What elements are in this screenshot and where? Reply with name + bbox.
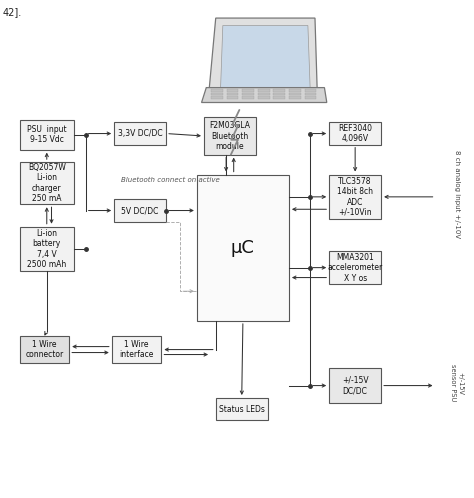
Polygon shape — [273, 89, 285, 92]
FancyBboxPatch shape — [329, 123, 381, 145]
FancyBboxPatch shape — [112, 336, 161, 363]
Text: BQ2057W
Li-ion
charger
250 mA: BQ2057W Li-ion charger 250 mA — [28, 163, 66, 203]
Polygon shape — [227, 89, 238, 92]
Polygon shape — [289, 96, 301, 99]
Polygon shape — [242, 89, 254, 92]
FancyBboxPatch shape — [19, 162, 74, 204]
Text: +/-15V
sensor PSU: +/-15V sensor PSU — [450, 365, 463, 402]
Text: 3,3V DC/DC: 3,3V DC/DC — [118, 129, 163, 138]
Polygon shape — [209, 18, 318, 95]
Polygon shape — [305, 96, 317, 99]
Polygon shape — [220, 25, 310, 91]
Text: +/-15V
DC/DC: +/-15V DC/DC — [342, 376, 368, 395]
Polygon shape — [201, 88, 327, 103]
Text: 1 Wire
connector: 1 Wire connector — [25, 340, 64, 359]
Polygon shape — [273, 93, 285, 95]
Polygon shape — [258, 96, 270, 99]
FancyBboxPatch shape — [19, 120, 74, 150]
FancyBboxPatch shape — [329, 251, 381, 284]
Polygon shape — [227, 96, 238, 99]
Text: TLC3578
14bit 8ch
ADC
+/-10Vin: TLC3578 14bit 8ch ADC +/-10Vin — [337, 177, 373, 217]
FancyBboxPatch shape — [197, 174, 289, 321]
Polygon shape — [242, 96, 254, 99]
FancyBboxPatch shape — [216, 398, 268, 420]
Polygon shape — [211, 96, 223, 99]
Text: Status LEDs: Status LEDs — [219, 405, 264, 414]
Polygon shape — [211, 93, 223, 95]
Polygon shape — [242, 93, 254, 95]
FancyBboxPatch shape — [114, 123, 166, 145]
Text: 42].: 42]. — [3, 6, 22, 16]
Polygon shape — [258, 93, 270, 95]
FancyBboxPatch shape — [19, 227, 74, 271]
Text: 5V DC/DC: 5V DC/DC — [121, 206, 159, 215]
Text: REF3040
4,096V: REF3040 4,096V — [338, 124, 372, 143]
Polygon shape — [289, 89, 301, 92]
Text: 8 ch analog input +/-10V: 8 ch analog input +/-10V — [454, 150, 460, 239]
Text: Bluetooth connect on active: Bluetooth connect on active — [121, 177, 220, 183]
Polygon shape — [258, 89, 270, 92]
FancyBboxPatch shape — [329, 174, 381, 219]
Polygon shape — [305, 93, 317, 95]
FancyBboxPatch shape — [114, 199, 166, 222]
Text: PSU  input
9-15 Vdc: PSU input 9-15 Vdc — [27, 125, 66, 144]
Text: F2M03GLA
Bluetooth
module: F2M03GLA Bluetooth module — [210, 121, 250, 151]
FancyBboxPatch shape — [329, 368, 381, 403]
Text: 1 Wire
interface: 1 Wire interface — [119, 340, 154, 359]
Polygon shape — [289, 93, 301, 95]
FancyBboxPatch shape — [204, 118, 256, 155]
Text: MMA3201
accelerometer
X Y os: MMA3201 accelerometer X Y os — [328, 252, 383, 282]
Text: μC: μC — [231, 239, 255, 257]
Polygon shape — [227, 93, 238, 95]
Polygon shape — [305, 89, 317, 92]
Polygon shape — [273, 96, 285, 99]
Polygon shape — [211, 89, 223, 92]
Text: Li-ion
battery
7,4 V
2500 mAh: Li-ion battery 7,4 V 2500 mAh — [27, 229, 66, 269]
FancyBboxPatch shape — [19, 336, 69, 363]
